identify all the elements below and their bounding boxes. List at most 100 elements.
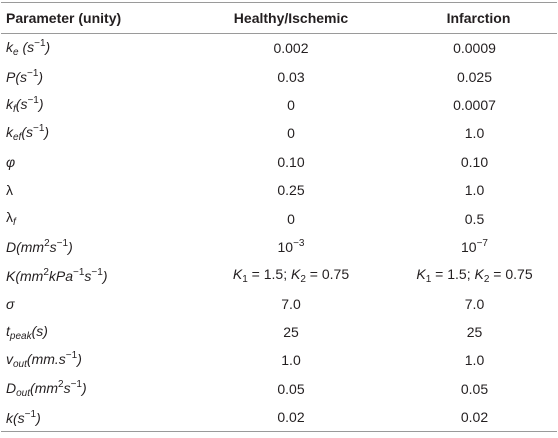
value-cell: 1.0 (464, 182, 485, 199)
text-segment: 1 (425, 273, 432, 285)
text-segment: 2 (300, 273, 306, 285)
text-segment: 2 (43, 266, 49, 278)
value-cell: 0.0007 (453, 96, 496, 113)
text-segment: = 1.5; (431, 265, 475, 282)
text-segment: = 1.5; (247, 265, 291, 282)
table-row: vout(mm.s−1) 1.0 1.0 (1, 346, 557, 374)
text-segment: k(s (6, 409, 25, 426)
text-segment: kPa (48, 267, 74, 284)
text-segment: −3 (293, 238, 305, 250)
parameter-table: Parameter (unity) Healthy/Ischemic Infarct… (1, 2, 557, 432)
table-row: Dout(mm2s−1) 0.05 0.05 (1, 375, 557, 403)
text-segment: ) (36, 409, 41, 426)
parameter-cell: kf(s−1) (1, 91, 201, 119)
value-cell: 0.03 (277, 68, 305, 85)
parameter-cell: k(s−1) (1, 403, 201, 432)
text-segment: −1 (27, 94, 39, 106)
text-segment: ) (77, 351, 82, 368)
value-cell: 0 (287, 96, 295, 113)
text-segment: ef (13, 132, 22, 144)
text-segment: 10 (277, 239, 294, 256)
text-segment: K (232, 265, 243, 282)
value-cell: 1.0 (281, 352, 301, 369)
value-cell: 25 (466, 324, 483, 341)
text-segment: s (63, 379, 71, 396)
parameter-cell: λ (1, 176, 201, 204)
text-segment: K (291, 265, 301, 282)
parameter-cell: vout(mm.s−1) (1, 346, 201, 374)
value-cell: 0.5 (464, 210, 485, 227)
text-segment: −1 (56, 238, 69, 250)
value-cell: 7.0 (464, 295, 485, 312)
text-segment: (s) (31, 322, 48, 339)
table-row: kf(s−1) 0 0.0007 (1, 91, 557, 119)
text-segment: = 0.75 (305, 265, 350, 282)
table-row: kef(s−1) 0 1.0 (1, 119, 557, 147)
text-segment: 1 (242, 273, 248, 285)
text-segment: (mm (30, 379, 59, 396)
parameter-cell: kef(s−1) (1, 119, 201, 147)
header-cell: Parameter (unity) (6, 10, 122, 26)
text-segment: peak (9, 330, 32, 342)
text-segment: s (84, 267, 92, 284)
text-segment: λ (6, 182, 13, 199)
value-cell: K1 = 1.5; K2 = 0.75 (201, 261, 381, 289)
text-segment: K (416, 265, 426, 282)
value-cell: K1 = 1.5; K2 = 0.75 (381, 261, 557, 289)
parameter-cell: Dout(mm2s−1) (1, 375, 201, 403)
value-cell: 0.05 (460, 380, 489, 397)
parameter-cell: K(mm2kPa−1s−1) (1, 261, 201, 289)
text-segment: D (6, 379, 17, 396)
text-segment: k (6, 95, 13, 112)
text-segment: P(s (6, 69, 27, 86)
value-cell: 0.02 (460, 409, 489, 426)
value-cell: 0.02 (277, 409, 305, 426)
header-row: Parameter (unity) Healthy/Ischemic Infarct… (1, 2, 557, 34)
text-segment: k (6, 39, 13, 56)
text-segment: s (49, 239, 57, 256)
value-cell: 0.10 (460, 153, 489, 170)
text-segment: out (16, 387, 31, 399)
value-cell: 0 (287, 210, 295, 227)
text-segment: ) (102, 267, 108, 284)
table-row: λf 0 0.5 (1, 204, 557, 232)
table-row: λ 0.25 1.0 (1, 176, 557, 204)
text-segment: k (6, 124, 13, 141)
parameter-cell: ke (s−1) (1, 34, 201, 63)
text-segment: f (13, 103, 16, 115)
text-segment: −7 (476, 238, 488, 250)
text-segment: 10 (461, 239, 477, 256)
value-cell: 0.10 (277, 153, 305, 170)
text-segment: −1 (73, 266, 85, 278)
value-cell: 1.0 (464, 352, 485, 369)
value-cell: 0.002 (273, 40, 309, 57)
text-segment: ) (44, 124, 50, 141)
text-segment: t (6, 322, 10, 339)
text-segment: (mm.s (26, 351, 66, 368)
text-segment: 2 (44, 238, 50, 250)
text-segment: ) (45, 39, 51, 56)
text-segment: ) (68, 239, 73, 256)
text-segment: −1 (34, 38, 46, 50)
text-segment: φ (6, 153, 16, 170)
parameter-cell: P(s−1) (1, 62, 201, 90)
value-cell: 10−7 (381, 233, 557, 261)
text-segment: (s (18, 39, 35, 56)
value-cell: 7.0 (281, 295, 301, 312)
text-segment: e (13, 47, 19, 59)
value-cell: 25 (283, 324, 299, 341)
text-segment: = 0.75 (489, 265, 533, 282)
text-segment: K (474, 265, 484, 282)
text-segment: (s (15, 95, 28, 112)
text-segment: −1 (27, 68, 39, 80)
value-cell: 0 (287, 125, 295, 142)
text-segment: ) (38, 69, 44, 86)
text-segment: (s (21, 124, 34, 141)
value-cell: 0.05 (277, 380, 305, 397)
text-segment: v (6, 351, 13, 368)
table-row: D(mm2s−1) 10−3 10−7 (1, 233, 557, 261)
value-cell: 10−3 (201, 233, 381, 261)
text-segment: −1 (70, 378, 82, 390)
table-row: ke (s−1) 0.002 0.0009 (1, 34, 557, 63)
